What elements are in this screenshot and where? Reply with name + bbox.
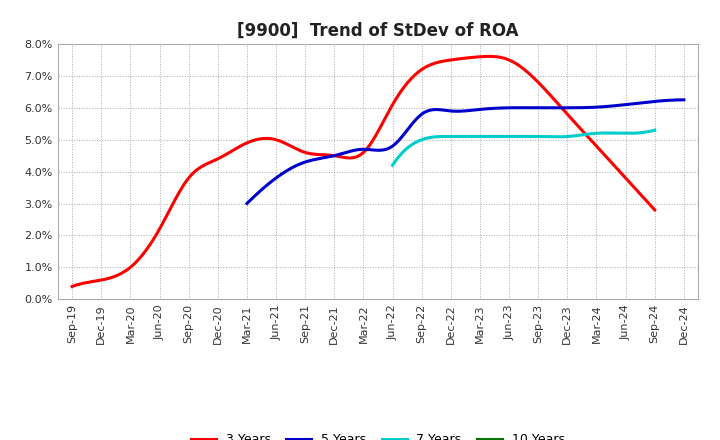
Title: [9900]  Trend of StDev of ROA: [9900] Trend of StDev of ROA: [238, 22, 518, 40]
Legend: 3 Years, 5 Years, 7 Years, 10 Years: 3 Years, 5 Years, 7 Years, 10 Years: [186, 428, 570, 440]
